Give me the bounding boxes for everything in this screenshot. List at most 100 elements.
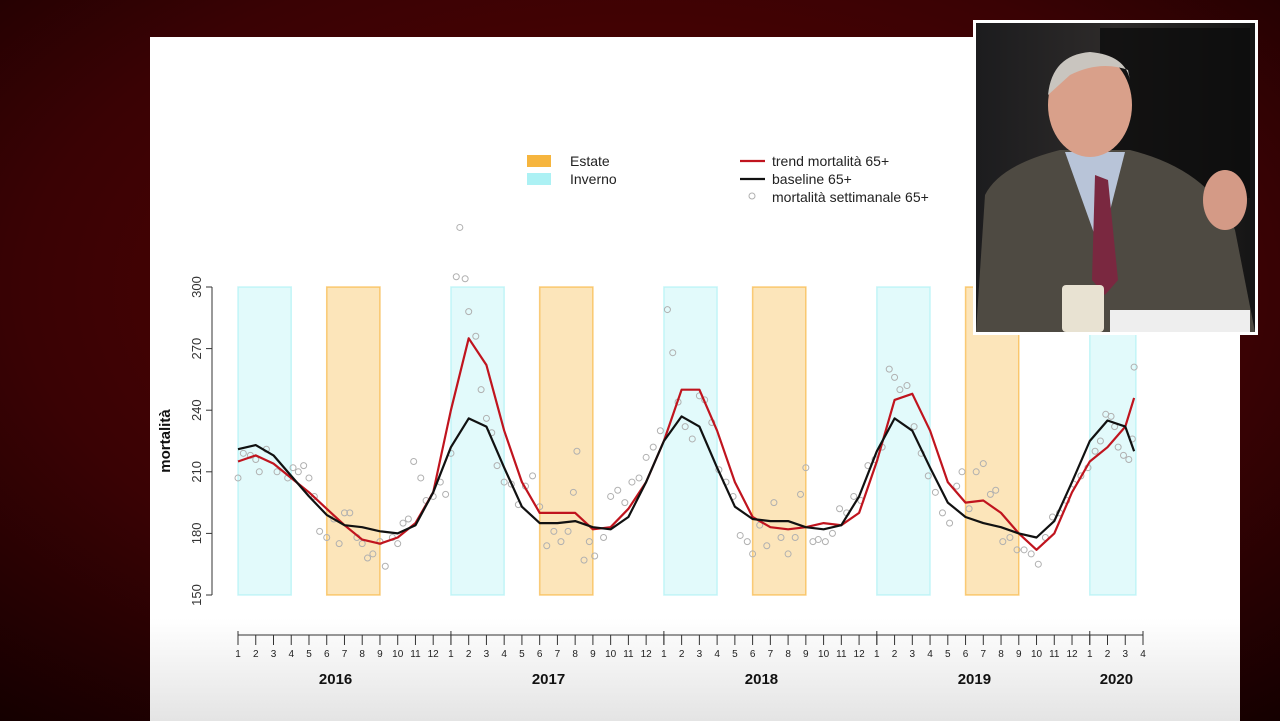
x-tick-label: 2 (679, 649, 685, 660)
weekly-point (992, 486, 1000, 494)
x-tick-label: 2 (253, 649, 259, 660)
x-tick-label: 1 (235, 649, 241, 660)
x-tick-label: 5 (519, 649, 525, 660)
y-tick-label: 150 (189, 584, 204, 606)
weekly-point (614, 486, 622, 494)
weekly-point (442, 490, 450, 498)
x-tick-label: 7 (981, 649, 987, 660)
weekly-point (1119, 451, 1127, 459)
x-tick-label: 12 (641, 649, 653, 660)
weekly-point (885, 365, 893, 373)
x-tick-label: 3 (697, 649, 703, 660)
weekly-point (1006, 534, 1014, 542)
weekly-point (628, 478, 636, 486)
legend-label: baseline 65+ (772, 171, 852, 187)
weekly-point (931, 488, 939, 496)
x-tick-label: 11 (836, 649, 847, 660)
weekly-point (340, 509, 348, 517)
weekly-point (903, 382, 911, 390)
x-tick-label: 2 (466, 649, 472, 660)
legend-label: trend mortalità 65+ (772, 153, 889, 169)
weekly-point (736, 531, 744, 539)
weekly-point (346, 509, 354, 517)
weekly-point (456, 223, 464, 231)
legend-swatch (527, 173, 551, 185)
weekly-point (543, 542, 551, 550)
weekly-point (600, 534, 608, 542)
legend-label: mortalità settimanale 65+ (772, 189, 929, 205)
x-tick-label: 5 (732, 649, 738, 660)
y-axis-label: mortalità (157, 409, 174, 473)
weekly-point (1096, 437, 1104, 445)
weekly-point (305, 474, 313, 482)
x-tick-label: 3 (484, 649, 490, 660)
x-tick-label: 9 (377, 649, 383, 660)
legend-symbol (748, 192, 756, 200)
weekly-point (399, 519, 407, 527)
x-tick-label: 10 (392, 649, 404, 660)
weekly-point (1091, 447, 1099, 455)
x-tick-label: 2 (1105, 649, 1111, 660)
x-tick-label: 7 (342, 649, 348, 660)
weekly-point (381, 562, 389, 570)
weekly-point (364, 554, 372, 562)
weekly-point (573, 447, 581, 455)
x-tick-label: 9 (590, 649, 596, 660)
weekly-point (669, 349, 677, 357)
weekly-point (564, 527, 572, 535)
weekly-point (417, 474, 425, 482)
weekly-point (1107, 412, 1115, 420)
x-tick-label: 11 (623, 649, 634, 660)
x-tick-label: 11 (410, 649, 421, 660)
weekly-point (749, 550, 757, 558)
weekly-point (946, 519, 954, 527)
weekly-point (770, 499, 778, 507)
weekly-point (972, 468, 980, 476)
year-label: 2017 (532, 671, 565, 688)
series-line (237, 415, 1136, 539)
x-tick-label: 9 (1016, 649, 1022, 660)
x-tick-label: 10 (605, 649, 617, 660)
x-tick-label: 4 (927, 649, 933, 660)
weekly-point (493, 462, 501, 470)
weekly-point (316, 527, 324, 535)
x-tick-label: 1 (874, 649, 880, 660)
legend-label: Estate (570, 153, 610, 169)
weekly-point (656, 427, 664, 435)
weekly-point (461, 275, 469, 283)
weekly-point (323, 534, 331, 542)
x-tick-label: 11 (1049, 649, 1060, 660)
weekly-point (924, 472, 932, 480)
weekly-point (802, 464, 810, 472)
weekly-point (234, 474, 242, 482)
weekly-point (965, 505, 973, 513)
year-label: 2018 (745, 671, 778, 688)
x-tick-label: 7 (768, 649, 774, 660)
weekly-point (472, 332, 480, 340)
weekly-point (828, 529, 836, 537)
weekly-point (239, 449, 247, 457)
legend-swatch (527, 155, 551, 167)
weekly-point (477, 386, 485, 394)
weekly-point (607, 492, 615, 500)
x-tick-label: 6 (750, 649, 756, 660)
series-line (237, 337, 1136, 551)
x-tick-label: 4 (714, 649, 720, 660)
x-tick-label: 10 (1031, 649, 1043, 660)
x-tick-label: 12 (1066, 649, 1078, 660)
y-tick-label: 210 (189, 461, 204, 483)
weekly-point (1125, 455, 1133, 463)
weekly-point (814, 536, 822, 544)
x-tick-label: 7 (555, 649, 561, 660)
weekly-point (1130, 363, 1138, 371)
x-tick-label: 8 (359, 649, 365, 660)
weekly-point (777, 534, 785, 542)
year-label: 2020 (1100, 671, 1133, 688)
x-tick-label: 1 (1087, 649, 1093, 660)
x-tick-label: 3 (271, 649, 277, 660)
weekly-point (1027, 550, 1035, 558)
weekly-point (591, 552, 599, 560)
x-tick-label: 4 (288, 649, 294, 660)
year-label: 2019 (958, 671, 991, 688)
